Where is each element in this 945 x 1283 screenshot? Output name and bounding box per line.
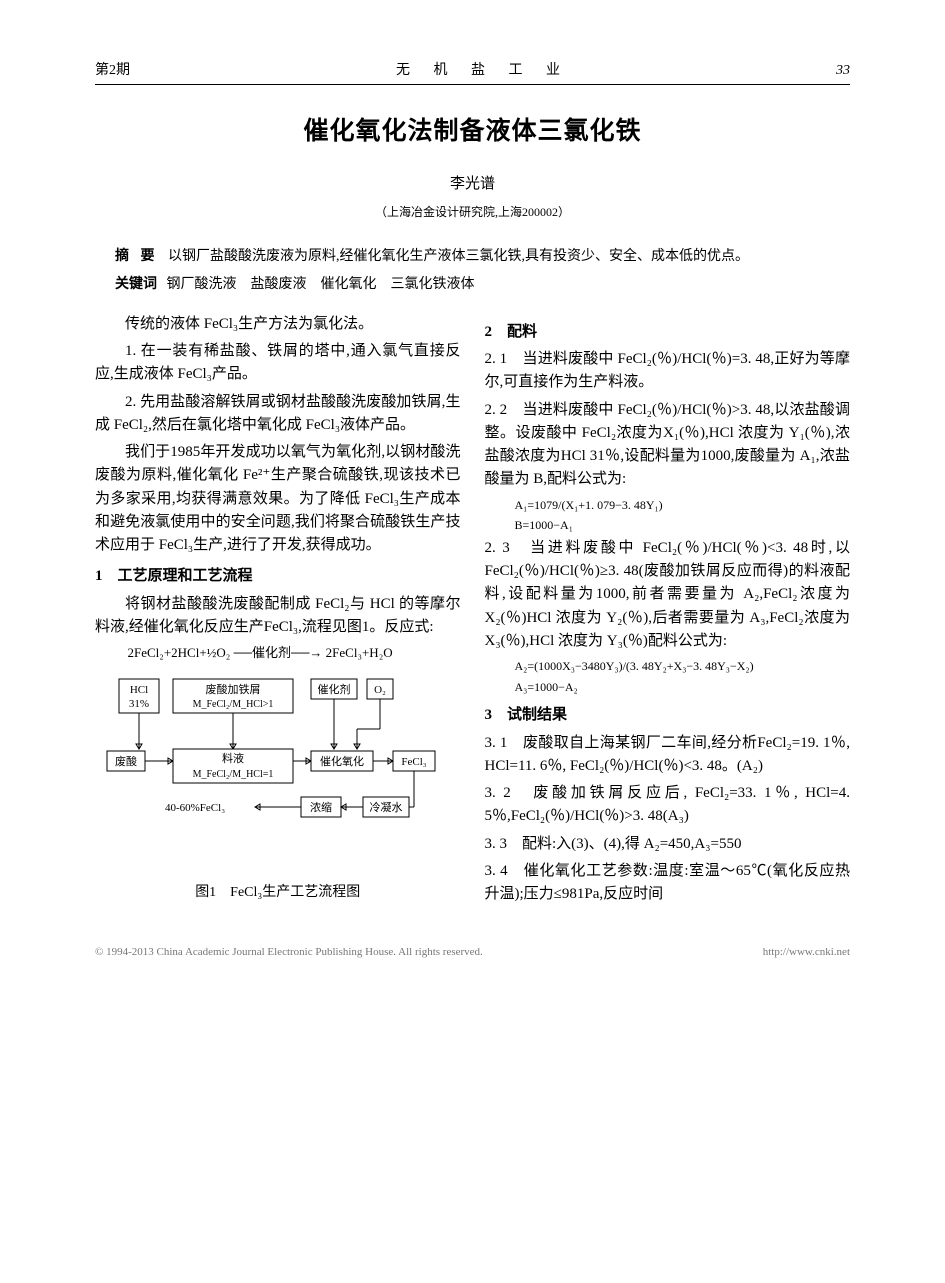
- keywords-text: 钢厂酸洗液 盐酸废液 催化氧化 三氯化铁液体: [167, 277, 475, 292]
- figure-1-caption: 图1 FeCl₃生产工艺流程图: [95, 882, 461, 904]
- section-3-4: 3. 4 催化氧化工艺参数:温度:室温～65℃(氧化反应热升温);压力≤981P…: [485, 860, 851, 907]
- intro-para-1: 传统的液体 FeCl₃生产方法为氯化法。: [95, 313, 461, 336]
- footer-url: http://www.cnki.net: [763, 944, 850, 961]
- section-3-1: 3. 1 废酸取自上海某钢厂二车间,经分析FeCl₂=19. 1％, HCl=1…: [485, 732, 851, 779]
- left-column: 传统的液体 FeCl₃生产方法为氯化法。 1. 在一装有稀盐酸、铁屑的塔中,通入…: [95, 313, 461, 910]
- fc-node-hcl: HCl: [130, 684, 148, 696]
- formula-a1: A₁=1079/(X₁+1. 079−3. 48Y₁): [515, 496, 851, 515]
- formula-a3: A₃=1000−A₂: [515, 678, 851, 697]
- keywords-label: 关键词: [115, 277, 157, 292]
- section-2-3: 2. 3 当进料废酸中 FeCl₂(％)/HCl(％)<3. 48时,以 FeC…: [485, 537, 851, 653]
- formula-a2: A₂=(1000X₃−3480Y₃)/(3. 48Y₂+X₃−3. 48Y₃−X…: [515, 657, 851, 676]
- fc-node-cooling: 冷凝水: [370, 800, 403, 814]
- issue-number: 第2期: [95, 60, 130, 82]
- formula-b: B=1000−A₁: [515, 516, 851, 535]
- intro-para-3: 2. 先用盐酸溶解铁屑或钢材盐酸酸洗废酸加铁屑,生成 FeCl₂,然后在氯化塔中…: [95, 391, 461, 438]
- abstract-label: 摘 要: [115, 249, 159, 264]
- fc-node-waste-acid: 废酸: [115, 754, 137, 768]
- flowchart-svg: HCl 31% 废酸加铁屑 M_FeCl₂/M_HCl>1 催化剂 O₂: [105, 671, 445, 861]
- section-2-2: 2. 2 当进料废酸中 FeCl₂(％)/HCl(％)>3. 48,以浓盐酸调整…: [485, 399, 851, 492]
- author-affiliation: （上海冶金设计研究院,上海200002）: [95, 203, 850, 222]
- fc-node-o2: O₂: [374, 684, 386, 696]
- fc-node-cat-oxid: 催化氧化: [320, 754, 364, 768]
- fc-node-feed: 料液: [222, 751, 244, 765]
- author-name: 李光谱: [95, 173, 850, 196]
- fc-node-concentration: 浓缩: [310, 801, 332, 814]
- fc-node-waste-iron: 废酸加铁屑: [206, 682, 261, 696]
- page-footer: © 1994-2013 China Academic Journal Elect…: [95, 944, 850, 961]
- journal-name: 无 机 盐 工 业: [396, 60, 570, 82]
- article-title: 催化氧化法制备液体三氯化铁: [95, 113, 850, 152]
- svg-text:31%: 31%: [129, 698, 149, 710]
- section-1-para-1: 将钢材盐酸酸洗废酸配制成 FeCl₂与 HCl 的等摩尔料液,经催化氧化反应生产…: [95, 593, 461, 640]
- abstract-block: 摘 要 以钢厂盐酸酸洗废液为原料,经催化氧化生产液体三氯化铁,具有投资少、安全、…: [115, 245, 830, 297]
- page-number: 33: [836, 60, 850, 82]
- section-3-heading: 3 试制结果: [485, 704, 851, 727]
- section-3-2: 3. 2 废酸加铁屑反应后, FeCl₂=33. 1％, HCl=4. 5％,F…: [485, 782, 851, 829]
- body-columns: 传统的液体 FeCl₃生产方法为氯化法。 1. 在一装有稀盐酸、铁屑的塔中,通入…: [95, 313, 850, 910]
- section-2-heading: 2 配料: [485, 321, 851, 344]
- page-header: 第2期 无 机 盐 工 业 33: [95, 60, 850, 85]
- svg-text:M_FeCl₂/M_HCl=1: M_FeCl₂/M_HCl=1: [193, 769, 274, 780]
- intro-para-2: 1. 在一装有稀盐酸、铁屑的塔中,通入氯气直接反应,生成液体 FeCl₃产品。: [95, 340, 461, 387]
- section-1-heading: 1 工艺原理和工艺流程: [95, 565, 461, 588]
- intro-para-4: 我们于1985年开发成功以氧气为氧化剂,以钢材酸洗废酸为原料,催化氧化 Fe²⁺…: [95, 441, 461, 557]
- reaction-equation: 2FeCl₂+2HCl+½O₂ ──催化剂──→ 2FeCl₃+H₂O: [128, 643, 461, 663]
- abstract-text: 以钢厂盐酸酸洗废液为原料,经催化氧化生产液体三氯化铁,具有投资少、安全、成本低的…: [168, 249, 749, 264]
- fc-node-catalyst: 催化剂: [318, 682, 351, 696]
- flowchart-figure: HCl 31% 废酸加铁屑 M_FeCl₂/M_HCl>1 催化剂 O₂: [105, 671, 461, 869]
- section-3-3: 3. 3 配料:入(3)、(4),得 A₂=450,A₃=550: [485, 833, 851, 856]
- section-2-1: 2. 1 当进料废酸中 FeCl₂(％)/HCl(％)=3. 48,正好为等摩尔…: [485, 348, 851, 395]
- fc-node-product: 40-60%FeCl₃: [165, 802, 225, 814]
- svg-text:M_FeCl₂/M_HCl>1: M_FeCl₂/M_HCl>1: [193, 699, 274, 710]
- fc-node-fecl3: FeCl₃: [401, 756, 426, 768]
- copyright-text: © 1994-2013 China Academic Journal Elect…: [95, 944, 483, 961]
- right-column: 2 配料 2. 1 当进料废酸中 FeCl₂(％)/HCl(％)=3. 48,正…: [485, 313, 851, 910]
